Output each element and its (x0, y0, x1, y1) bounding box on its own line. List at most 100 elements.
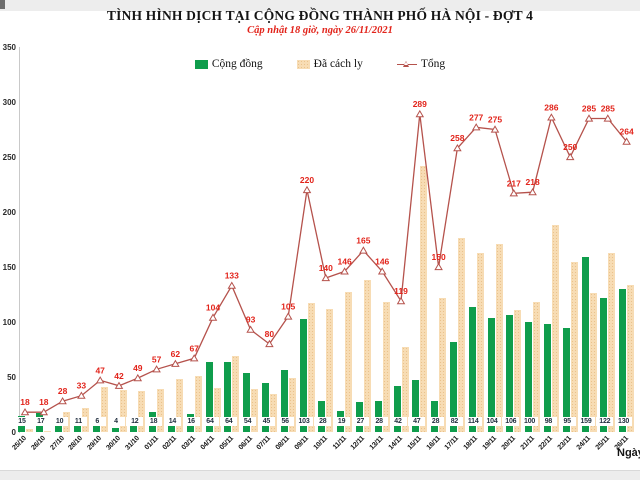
bar-value-label: 16 (182, 417, 200, 426)
total-point-marker (208, 313, 218, 321)
bar-value-label: 4 (107, 417, 125, 426)
total-value-label: 28 (58, 386, 68, 396)
total-value-label: 289 (413, 99, 427, 109)
bar-cong-dong (412, 380, 420, 432)
total-value-label: 264 (620, 127, 634, 137)
total-value-label: 18 (20, 397, 30, 407)
bar-cong-dong (55, 421, 63, 432)
y-tick-label: 200 (2, 208, 16, 217)
total-point-marker (415, 109, 425, 118)
total-value-label: 165 (356, 236, 370, 246)
bar-cong-dong (111, 427, 119, 432)
total-value-label: 140 (319, 263, 333, 273)
total-value-label: 80 (265, 329, 275, 339)
bar-da-cach-ly (119, 390, 127, 432)
bar-da-cach-ly (627, 284, 635, 432)
bar-cong-dong (600, 297, 608, 432)
total-value-label: 286 (544, 102, 558, 112)
bar-cong-dong (619, 289, 627, 432)
bar-cong-dong (449, 341, 457, 432)
bar-value-label: 11 (69, 417, 87, 426)
total-value-label: 275 (488, 115, 502, 125)
total-point-marker (603, 114, 613, 122)
bar-cong-dong (374, 401, 382, 432)
bar-da-cach-ly (138, 391, 146, 432)
bar-da-cach-ly (25, 428, 33, 432)
legend: Cộng đồng Đã cách ly Tổng (0, 58, 640, 70)
y-tick-label: 300 (2, 98, 16, 107)
green-bar-swatch-icon (194, 59, 208, 69)
total-point-marker (377, 267, 387, 275)
bar-da-cach-ly (533, 302, 541, 432)
bar-value-label: 122 (596, 417, 614, 426)
total-value-label: 33 (77, 381, 87, 391)
total-point-marker (77, 391, 86, 399)
total-value-label: 258 (450, 133, 464, 143)
total-point-marker (359, 246, 368, 254)
tan-bar-swatch-icon (296, 59, 310, 69)
total-point-marker (490, 125, 500, 133)
bar-da-cach-ly (157, 389, 165, 432)
total-value-label: 49 (133, 363, 143, 373)
bar-value-label: 56 (276, 417, 294, 426)
y-tick-label: 150 (2, 263, 16, 272)
total-point-marker (114, 381, 124, 389)
legend-item-cong-dong: Cộng đồng (194, 58, 263, 70)
bar-cong-dong (243, 372, 251, 432)
bar-value-label: 19 (333, 417, 351, 426)
total-point-marker (565, 152, 575, 161)
bar-value-label: 103 (295, 417, 313, 426)
bar-value-label: 64 (201, 417, 219, 426)
legend-label: Cộng đồng (211, 58, 263, 70)
bar-value-label: 130 (615, 417, 633, 426)
total-point-marker (547, 113, 556, 121)
total-point-marker (189, 354, 199, 362)
total-point-marker (453, 144, 462, 152)
total-value-label: 18 (39, 397, 49, 407)
y-axis-line (19, 47, 20, 433)
bottom-border-band (0, 470, 640, 480)
bar-value-label: 28 (314, 417, 332, 426)
total-value-label: 67 (189, 343, 199, 353)
total-point-marker (434, 262, 443, 271)
bar-da-cach-ly (514, 309, 522, 432)
legend-label: Đã cách ly (313, 58, 363, 70)
bar-da-cach-ly (551, 225, 559, 432)
x-axis-title: Ngày (617, 447, 640, 459)
total-point-marker (622, 137, 631, 145)
total-value-label: 133 (225, 271, 239, 281)
bar-da-cach-ly (457, 238, 465, 432)
total-value-label: 119 (394, 286, 408, 296)
bar-value-label: 15 (13, 417, 31, 426)
bar-value-label: 159 (577, 417, 595, 426)
corner-artifact (0, 0, 5, 9)
bar-cong-dong (393, 385, 401, 432)
y-tick-label: 0 (11, 428, 16, 437)
bar-value-label: 42 (389, 417, 407, 426)
bar-da-cach-ly (269, 393, 277, 432)
total-value-label: 62 (171, 349, 181, 359)
total-point-marker (246, 325, 255, 333)
bar-value-label: 54 (239, 417, 257, 426)
total-point-marker (340, 267, 349, 275)
bar-da-cach-ly (175, 379, 183, 432)
total-point-marker (39, 408, 49, 416)
bar-da-cach-ly (476, 252, 484, 432)
total-value-label: 105 (281, 302, 295, 312)
total-value-label: 146 (375, 256, 389, 266)
bar-cong-dong (92, 425, 100, 432)
bar-value-label: 6 (88, 417, 106, 426)
bar-cong-dong (431, 401, 439, 432)
total-point-marker (133, 373, 143, 382)
total-point-marker (227, 281, 237, 289)
bar-value-label: 100 (521, 417, 539, 426)
bar-da-cach-ly (326, 308, 334, 432)
bar-da-cach-ly (495, 243, 503, 432)
y-tick-label: 350 (2, 43, 16, 52)
bar-cong-dong (525, 322, 533, 432)
total-point-marker (528, 188, 537, 196)
bar-da-cach-ly (345, 292, 353, 432)
bar-da-cach-ly (608, 252, 616, 432)
bar-da-cach-ly (589, 293, 597, 432)
total-point-marker (265, 339, 274, 348)
